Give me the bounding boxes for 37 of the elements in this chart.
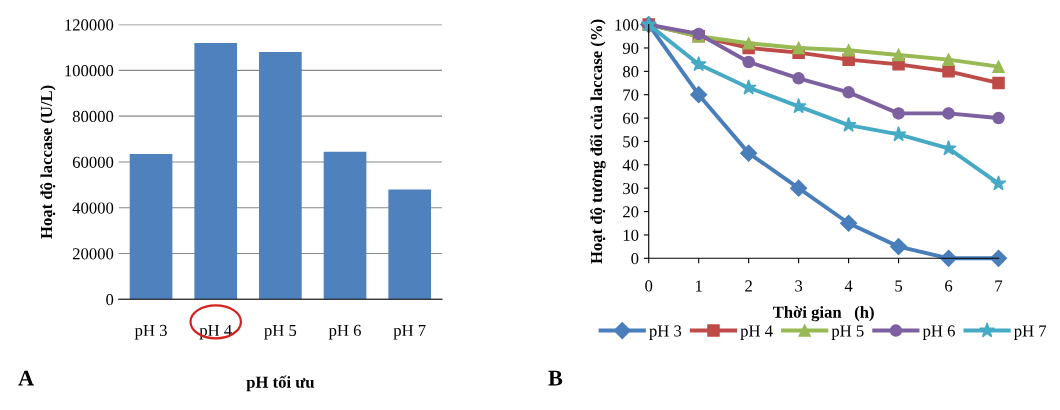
y-tick-label: 80000 bbox=[72, 110, 114, 123]
x-axis-title: Thời gian (h) bbox=[772, 306, 874, 322]
y-tick-label: 60000 bbox=[72, 156, 114, 168]
x-tick-label: pH 5 bbox=[264, 324, 297, 340]
y-tick-label: 70 bbox=[623, 89, 639, 101]
y-axis-title: Hoạt độ laccase (U/L) bbox=[40, 85, 56, 239]
y-tick-label: 10 bbox=[623, 229, 639, 241]
x-tick-label: 0 bbox=[645, 280, 653, 292]
x-tick-label: 3 bbox=[795, 280, 803, 292]
y-tick-label: 30 bbox=[623, 182, 639, 195]
x-tick-label: 6 bbox=[945, 280, 953, 292]
y-tick-label: 120000 bbox=[65, 19, 114, 31]
y-tick-label: 90 bbox=[622, 42, 639, 54]
x-tick-label: 5 bbox=[895, 280, 903, 292]
y-axis-title: Hoạt độ tương đối của laccase (%) bbox=[589, 19, 606, 264]
y-tick-label: 60 bbox=[623, 112, 639, 125]
y-tick-label: 20000 bbox=[72, 248, 114, 260]
x-tick-label: pH 4 bbox=[199, 324, 232, 340]
x-tick-label: 1 bbox=[695, 280, 702, 292]
y-tick-label: 80 bbox=[622, 66, 639, 78]
y-tick-label: 20 bbox=[623, 206, 639, 218]
x-tick-label: pH 7 bbox=[393, 324, 426, 340]
y-tick-label: 100000 bbox=[65, 65, 114, 77]
y-tick-label: 40000 bbox=[72, 202, 114, 214]
text: B bbox=[548, 370, 563, 386]
y-tick-label: 100 bbox=[615, 19, 639, 31]
x-tick-label: 2 bbox=[745, 280, 752, 292]
text: A bbox=[18, 370, 34, 386]
x-axis-title: pH tối ưu bbox=[246, 375, 315, 392]
x-tick-label: pH 6 bbox=[328, 324, 361, 340]
y-tick-label: 40 bbox=[622, 159, 639, 171]
x-tick-label: 7 bbox=[995, 280, 1003, 292]
x-tick-label: 4 bbox=[844, 280, 853, 292]
y-tick-label: 0 bbox=[106, 294, 114, 306]
x-tick-label: pH 3 bbox=[134, 324, 167, 340]
y-tick-label: 50 bbox=[623, 136, 639, 148]
y-tick-label: 0 bbox=[631, 253, 639, 265]
